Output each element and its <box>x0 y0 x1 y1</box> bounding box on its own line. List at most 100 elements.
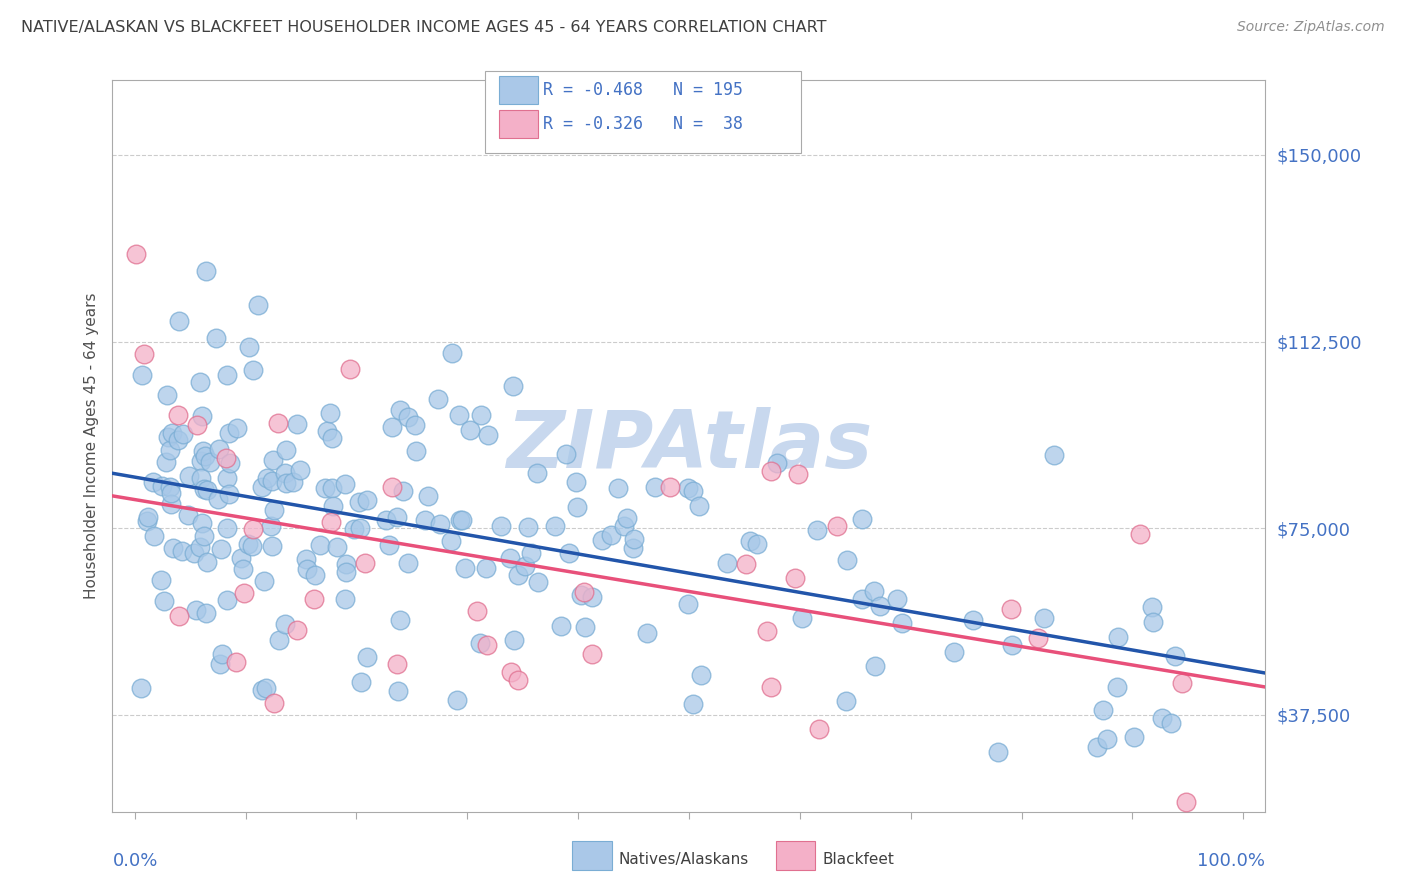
Point <box>194 449 217 463</box>
Point <box>572 585 595 599</box>
Point <box>716 556 738 570</box>
Point <box>190 471 212 485</box>
Point <box>256 470 278 484</box>
Point <box>267 416 290 430</box>
Point <box>1087 740 1109 755</box>
Point <box>426 392 449 407</box>
Point <box>242 522 264 536</box>
Point <box>267 632 290 647</box>
Point <box>321 431 343 445</box>
Point <box>142 475 165 489</box>
Point <box>160 486 183 500</box>
Point <box>689 668 711 682</box>
Point <box>761 465 783 479</box>
Point <box>863 658 886 673</box>
Point <box>835 694 858 708</box>
Point <box>319 515 342 529</box>
Point <box>807 722 830 736</box>
Point <box>238 340 260 354</box>
Point <box>218 487 240 501</box>
Point <box>132 347 155 361</box>
Text: Blackfeet: Blackfeet <box>823 853 894 867</box>
Point <box>177 468 200 483</box>
Point <box>388 403 411 417</box>
Point <box>688 499 710 513</box>
Point <box>440 534 463 549</box>
Point <box>169 608 191 623</box>
Point <box>343 522 366 536</box>
Point <box>404 417 426 432</box>
Point <box>1042 448 1064 462</box>
Point <box>616 510 638 524</box>
Point <box>217 593 239 607</box>
Point <box>295 551 318 566</box>
Point <box>1095 731 1118 746</box>
Point <box>571 588 593 602</box>
Point <box>1160 716 1182 731</box>
Point <box>349 521 371 535</box>
Point <box>211 648 233 662</box>
Point <box>225 655 247 669</box>
Point <box>188 540 211 554</box>
Point <box>274 616 297 631</box>
Point <box>125 247 148 261</box>
Point <box>150 479 173 493</box>
Point <box>288 462 311 476</box>
Point <box>1000 602 1022 616</box>
Point <box>253 574 276 589</box>
Point <box>446 693 468 707</box>
Point <box>440 346 463 360</box>
Point <box>1152 711 1174 725</box>
Point <box>499 551 522 566</box>
Point <box>302 591 325 606</box>
Point <box>162 541 184 556</box>
Point <box>183 546 205 560</box>
Point <box>356 493 378 508</box>
Point <box>149 573 172 587</box>
Y-axis label: Householder Income Ages 45 - 64 years: Householder Income Ages 45 - 64 years <box>83 293 98 599</box>
Point <box>385 657 408 672</box>
Point <box>204 331 226 345</box>
Point <box>374 513 396 527</box>
Point <box>599 528 621 542</box>
Point <box>274 443 297 458</box>
Point <box>827 519 849 533</box>
Point <box>333 592 356 607</box>
Point <box>240 539 263 553</box>
Point <box>1170 676 1192 690</box>
Point <box>682 484 704 499</box>
Point <box>392 483 415 498</box>
Point <box>1164 648 1187 663</box>
Point <box>385 509 408 524</box>
Point <box>207 491 229 506</box>
Point <box>285 417 308 432</box>
Point <box>322 499 344 513</box>
Point <box>191 444 214 458</box>
Point <box>606 481 628 495</box>
Point <box>747 537 769 551</box>
Point <box>659 480 682 494</box>
Point <box>1105 680 1128 694</box>
Text: 100.0%: 100.0% <box>1198 852 1265 870</box>
Point <box>215 521 238 535</box>
Point <box>177 508 200 523</box>
Point <box>623 532 645 546</box>
Point <box>558 546 581 560</box>
Point <box>263 503 285 517</box>
Point <box>262 452 284 467</box>
Point <box>676 481 699 495</box>
Point <box>190 454 212 468</box>
Point <box>353 556 375 570</box>
Point <box>356 649 378 664</box>
Point <box>349 494 371 508</box>
Point <box>142 529 165 543</box>
Point <box>1174 795 1197 809</box>
Point <box>526 466 548 480</box>
Point <box>513 559 536 574</box>
Point <box>1122 730 1144 744</box>
Point <box>387 684 409 698</box>
Point <box>314 481 336 495</box>
Point <box>581 647 603 661</box>
Point <box>200 455 222 469</box>
Point <box>644 480 666 494</box>
